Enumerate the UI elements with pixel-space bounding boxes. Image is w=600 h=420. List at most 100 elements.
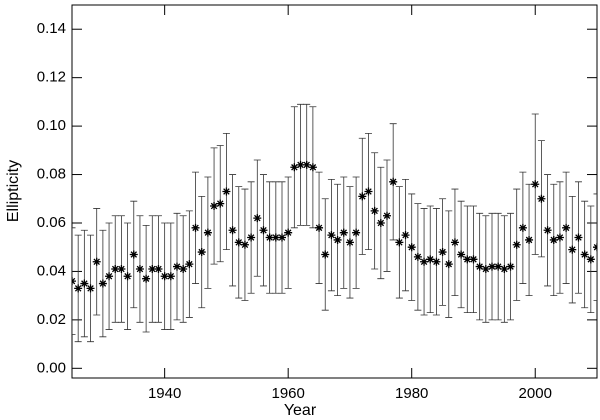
marker xyxy=(555,233,564,242)
marker xyxy=(543,226,552,235)
marker xyxy=(562,223,571,232)
marker xyxy=(512,240,521,249)
plot-frame xyxy=(71,4,598,379)
marker xyxy=(234,238,243,247)
marker xyxy=(284,228,293,237)
marker xyxy=(420,257,429,266)
marker xyxy=(413,252,422,261)
marker xyxy=(271,233,280,242)
marker xyxy=(469,255,478,264)
marker xyxy=(352,228,361,237)
plot-area xyxy=(72,103,597,343)
marker xyxy=(407,243,416,252)
marker xyxy=(308,163,317,172)
marker xyxy=(463,255,472,264)
marker xyxy=(506,262,515,271)
marker xyxy=(253,214,262,223)
marker xyxy=(278,233,286,242)
marker xyxy=(321,250,330,259)
marker xyxy=(111,265,120,274)
marker xyxy=(154,265,163,274)
marker xyxy=(488,262,496,271)
marker xyxy=(247,233,256,242)
marker xyxy=(259,226,268,235)
marker xyxy=(345,238,354,247)
y-tick-label: 0.02 xyxy=(37,311,66,328)
marker xyxy=(296,160,305,169)
marker xyxy=(197,248,206,257)
marker xyxy=(580,250,589,259)
marker xyxy=(500,265,509,274)
marker xyxy=(574,233,583,242)
x-axis-label: Year xyxy=(284,402,317,419)
marker xyxy=(364,187,373,196)
marker xyxy=(383,211,391,220)
marker xyxy=(376,218,385,227)
marker xyxy=(370,206,379,215)
marker xyxy=(148,265,157,274)
marker xyxy=(339,228,348,237)
marker xyxy=(457,250,466,259)
marker xyxy=(228,226,237,235)
y-tick-label: 0.06 xyxy=(37,214,66,231)
marker xyxy=(72,277,76,286)
y-tick-label: 0.10 xyxy=(37,117,66,134)
marker xyxy=(426,255,435,264)
marker xyxy=(240,240,249,249)
marker xyxy=(142,274,151,283)
marker xyxy=(395,238,404,247)
marker xyxy=(432,257,441,266)
error-bar xyxy=(593,193,597,301)
marker xyxy=(475,262,484,271)
marker xyxy=(265,233,274,242)
marker xyxy=(444,260,453,269)
marker xyxy=(401,231,410,240)
marker xyxy=(438,248,447,257)
marker xyxy=(123,272,132,281)
marker xyxy=(216,199,225,208)
marker xyxy=(518,223,527,232)
marker xyxy=(537,194,546,203)
y-tick-label: 0.14 xyxy=(37,20,66,37)
marker xyxy=(222,187,231,196)
y-tick-label: 0.12 xyxy=(37,69,66,86)
marker xyxy=(92,257,101,266)
marker xyxy=(358,192,367,201)
marker xyxy=(210,202,219,211)
marker xyxy=(203,228,212,237)
marker xyxy=(173,262,181,271)
marker xyxy=(525,235,534,244)
marker xyxy=(333,235,342,244)
marker xyxy=(568,245,577,254)
marker xyxy=(135,265,144,274)
x-tick-label: 1960 xyxy=(271,385,304,402)
marker xyxy=(98,279,107,288)
x-tick-label: 1980 xyxy=(395,385,428,402)
marker xyxy=(450,238,459,247)
marker xyxy=(129,250,138,259)
marker xyxy=(290,163,299,172)
marker xyxy=(86,284,95,293)
x-tick-label: 1940 xyxy=(148,385,181,402)
marker xyxy=(302,160,311,169)
y-tick-label: 0.04 xyxy=(37,262,66,279)
marker xyxy=(74,284,83,293)
marker xyxy=(586,255,595,264)
marker xyxy=(481,265,490,274)
y-tick-label: 0.08 xyxy=(37,166,66,183)
marker xyxy=(389,177,398,186)
marker xyxy=(117,265,126,274)
marker xyxy=(105,272,114,281)
y-axis-label: Ellipticity xyxy=(5,160,22,222)
marker xyxy=(315,223,324,232)
marker xyxy=(179,265,188,274)
marker xyxy=(593,243,597,252)
marker xyxy=(327,231,336,240)
marker xyxy=(531,180,540,189)
y-tick-label: 0.00 xyxy=(37,359,66,376)
marker xyxy=(185,260,194,269)
marker xyxy=(549,235,558,244)
marker xyxy=(191,223,200,232)
error-bar xyxy=(72,227,76,335)
